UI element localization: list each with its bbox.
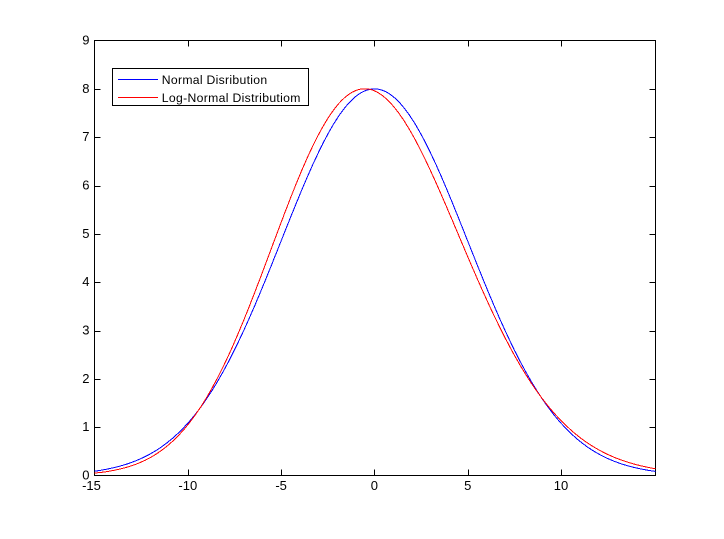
svg-text:0: 0 [371,478,378,493]
svg-text:6: 6 [82,178,89,193]
svg-text:5: 5 [82,226,89,241]
svg-text:7: 7 [82,129,89,144]
svg-text:4: 4 [82,274,89,289]
svg-text:-5: -5 [275,478,287,493]
svg-text:8: 8 [82,81,89,96]
svg-text:9: 9 [82,33,89,48]
svg-text:1: 1 [82,419,89,434]
svg-text:3: 3 [82,323,89,338]
svg-text:5: 5 [464,478,471,493]
svg-text:Log-Normal Distributiom: Log-Normal Distributiom [162,91,301,105]
svg-text:2: 2 [82,371,89,386]
svg-text:0: 0 [82,468,89,483]
svg-text:Normal Disribution: Normal Disribution [162,73,268,87]
svg-text:10: 10 [554,478,568,493]
svg-text:-15: -15 [82,478,101,493]
svg-text:-10: -10 [178,478,197,493]
